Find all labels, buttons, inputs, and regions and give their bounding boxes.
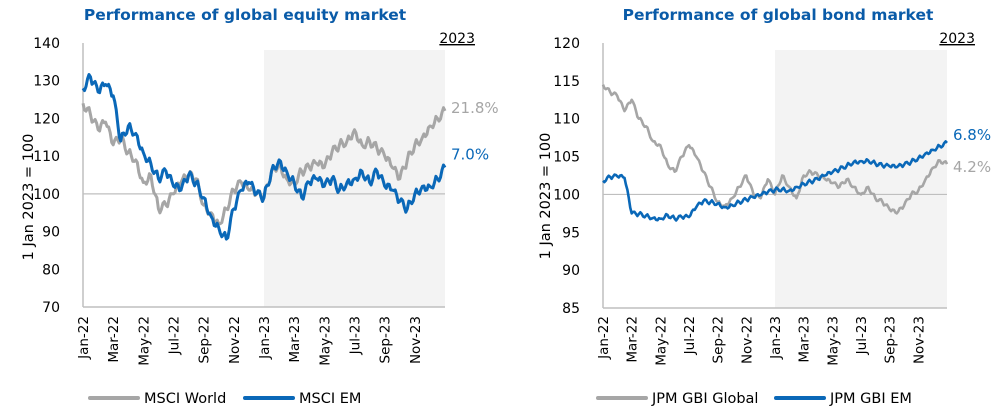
y-tick-label: 110 (553, 112, 580, 128)
y-tick-label: 80 (42, 262, 60, 278)
highlight-year-label: 2023 (439, 31, 475, 47)
chart-title: Performance of global bond market (623, 6, 934, 24)
x-tick-label: Nov-22 (227, 316, 243, 364)
y-tick-label: 130 (33, 74, 60, 90)
x-tick-label: Jan-23 (768, 316, 784, 360)
x-tick-label: Mar-23 (287, 316, 303, 363)
legend-label: MSCI World (144, 391, 226, 407)
y-tick-label: 105 (553, 150, 580, 166)
y-axis-label: 1 Jan 2023 = 100 (538, 133, 554, 260)
end-labels: 4.2% 6.8% (953, 126, 991, 176)
equity-market-chart: Performance of global equity market 2023… (21, 6, 499, 407)
series-lines (601, 84, 949, 222)
legend: MSCI World MSCI EM (88, 391, 361, 407)
x-tick-label: Sep-22 (197, 316, 213, 364)
highlight-2023-region (775, 50, 947, 308)
y-tick-label: 95 (562, 225, 580, 241)
series-line-jpm-gbi-em (602, 140, 948, 222)
x-tick-label: May-23 (825, 316, 841, 366)
y-axis-label: 1 Jan 2023 = 100 (21, 134, 37, 261)
x-tick-label: Jul-23 (854, 316, 870, 355)
legend-label: MSCI EM (299, 391, 361, 407)
legend-label: JPM GBI Global (651, 391, 758, 407)
x-tick-label: May-23 (317, 316, 333, 366)
end-labels: 21.8% 7.0% (451, 99, 499, 164)
y-tick-labels: 140 130 120 110 100 90 80 70 (33, 36, 60, 316)
x-tick-label: Nov-23 (408, 316, 424, 364)
end-label-msci-world: 21.8% (451, 99, 499, 117)
x-tick-label: Jul-23 (348, 316, 364, 355)
series-line-jpm-gbi-global (601, 84, 949, 215)
x-tick-label: Sep-23 (883, 316, 899, 364)
y-tick-labels: 120 115 110 105 100 95 90 85 (553, 36, 580, 317)
x-tick-label: May-22 (136, 316, 152, 366)
x-tick-label: Jan-23 (257, 316, 273, 360)
equity-chart-svg: Performance of global equity market 2023… (21, 6, 499, 407)
highlight-year-label: 2023 (939, 31, 975, 47)
bond-market-chart: Performance of global bond market 2023 1… (500, 0, 1000, 420)
end-label-msci-em: 7.0% (451, 145, 489, 163)
x-tick-label: Mar-23 (797, 316, 813, 363)
y-tick-label: 90 (42, 225, 60, 241)
x-tick-label: Mar-22 (625, 316, 641, 363)
end-label-jpm-gbi-em: 6.8% (953, 126, 991, 144)
y-tick-label: 115 (553, 74, 580, 90)
y-tick-label: 140 (33, 36, 60, 52)
x-tick-label: Sep-23 (378, 316, 394, 364)
x-tick-label: Jul-22 (682, 316, 698, 355)
x-tick-label: Sep-22 (711, 316, 727, 364)
chart-title: Performance of global equity market (84, 6, 407, 24)
bond-chart-svg: Performance of global bond market 2023 1… (538, 6, 991, 407)
y-tick-label: 100 (33, 187, 60, 203)
x-tick-label: Jan-22 (76, 316, 92, 360)
x-tick-label: Nov-22 (739, 316, 755, 364)
series-lines (81, 73, 447, 241)
legend: JPM GBI Global JPM GBI EM (596, 391, 912, 407)
y-tick-label: 120 (553, 36, 580, 52)
x-tick-label: Jul-22 (167, 316, 183, 355)
legend-label: JPM GBI EM (829, 391, 912, 407)
y-tick-label: 120 (33, 111, 60, 127)
x-tick-label: Jan-22 (596, 316, 612, 360)
x-tick-label: Mar-22 (106, 316, 122, 363)
end-label-jpm-gbi-global: 4.2% (953, 158, 991, 176)
x-tick-labels: Jan-22 Mar-22 May-22 Jul-22 Sep-22 Nov-22 Jan-… (596, 316, 927, 366)
x-tick-labels: Jan-22 Mar-22 May-22 Jul-22 Sep-22 Nov-22 Jan-… (76, 316, 424, 366)
series-line-msci-em (81, 73, 447, 241)
x-tick-label: May-22 (653, 316, 669, 366)
y-tick-label: 110 (33, 149, 60, 165)
y-tick-label: 85 (562, 301, 580, 317)
x-tick-label: Nov-23 (911, 316, 927, 364)
y-tick-label: 100 (553, 187, 580, 203)
y-tick-label: 70 (42, 300, 60, 316)
y-tick-label: 90 (562, 263, 580, 279)
